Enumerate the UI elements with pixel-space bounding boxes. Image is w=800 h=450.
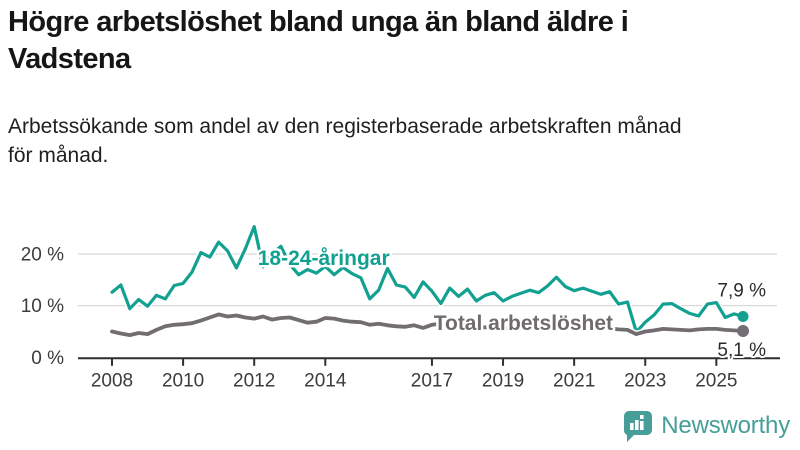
y-tick-label: 20 % bbox=[21, 245, 64, 266]
newsworthy-logo: Newsworthy bbox=[623, 406, 790, 446]
x-tick-label: 2008 bbox=[91, 370, 133, 391]
value-label-18-24-ringar: 7,9 % bbox=[717, 280, 766, 301]
chart-title: Högre arbetslöshet bland unga än bland ä… bbox=[8, 6, 629, 75]
end-dot-18-24-ringar bbox=[737, 310, 749, 322]
x-tick-label: 2019 bbox=[482, 370, 524, 391]
x-tick-label: 2014 bbox=[304, 370, 347, 391]
y-tick-label: 10 % bbox=[21, 296, 64, 317]
x-tick-label: 2023 bbox=[624, 370, 666, 391]
x-tick-label: 2012 bbox=[233, 370, 275, 391]
x-tick-label: 2010 bbox=[162, 370, 204, 391]
value-label-total-arbetsl-shet: 5,1 % bbox=[717, 340, 766, 361]
chart-subtitle: Arbetssökande som andel av den registerb… bbox=[8, 115, 682, 167]
series-annotation: Total arbetslöshet bbox=[434, 312, 613, 335]
series-line-total-arbetsl-shet bbox=[110, 312, 745, 338]
newsworthy-logo-text: Newsworthy bbox=[661, 412, 790, 439]
y-tick-label: 0 % bbox=[31, 348, 64, 369]
x-tick-label: 2017 bbox=[411, 370, 453, 391]
bar-chart-bubble-icon bbox=[624, 410, 653, 442]
series-annotation: 18-24-åringar bbox=[258, 247, 390, 270]
x-tick-label: 2025 bbox=[695, 370, 737, 391]
end-dot-total-arbetsl-shet bbox=[737, 324, 750, 337]
x-tick-label: 2021 bbox=[553, 370, 595, 391]
